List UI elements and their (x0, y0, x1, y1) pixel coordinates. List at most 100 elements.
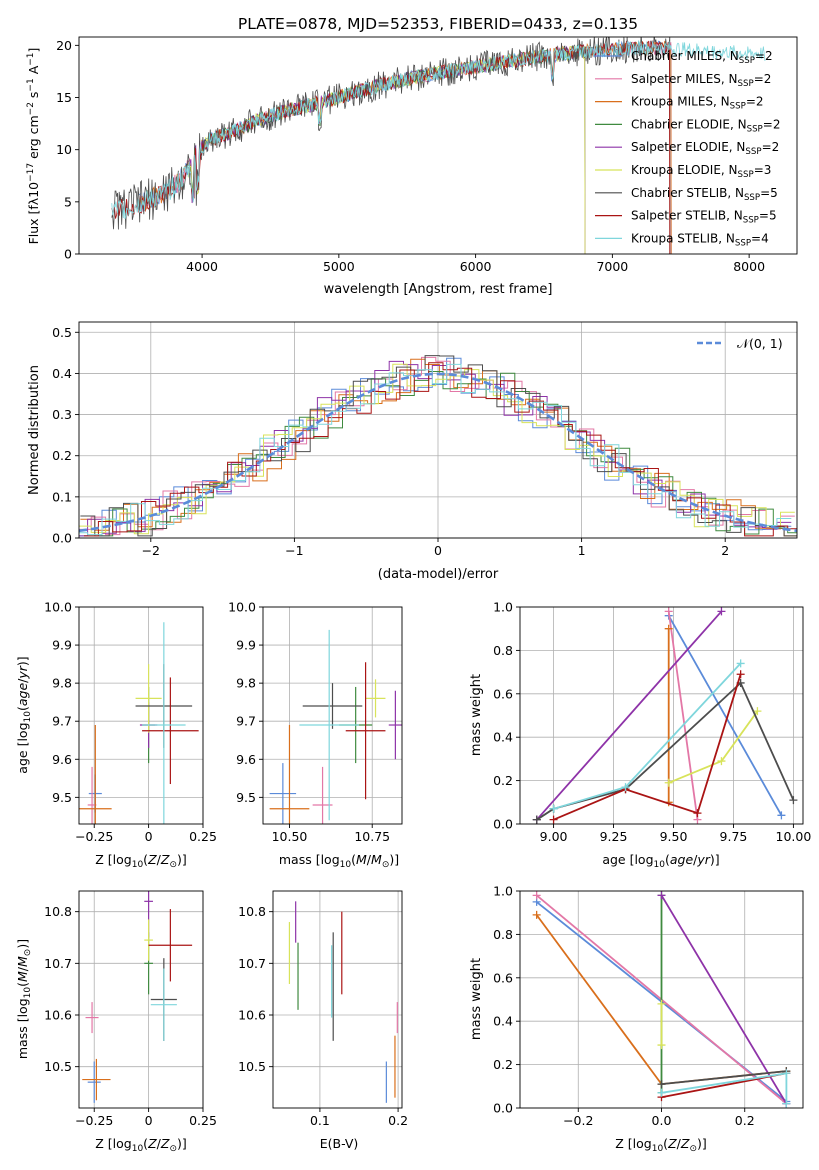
y-axis-label-part: Flux [f (26, 205, 41, 245)
x-axis-label-part: 10 (654, 860, 666, 870)
tick-label-y: 10.5 (44, 1059, 72, 1074)
tick-label-x: 8000 (733, 259, 765, 274)
x-axis-label-part: 10 (340, 860, 352, 870)
legend-label-chabrier-elodie-part: =2 (763, 117, 781, 131)
x-axis-label-part: M (371, 852, 382, 867)
y-axis-label: Normed distribution (27, 365, 42, 495)
panel-spectrum: 4000 5000 6000 7000 8000 0 5 10 15 20 Chabrier MIL… (26, 36, 798, 297)
axes-frame (78, 606, 204, 825)
x-axis-label-part: )] (177, 1136, 187, 1151)
tick-label-x: 7000 (596, 259, 628, 274)
tick-label-y: 0.8 (493, 643, 513, 658)
x-axis-label-part: / (157, 852, 162, 867)
point-kroupa-elodie (144, 919, 153, 961)
marker-kroupa-stelib (621, 783, 630, 792)
tick-label-y: 9.5 (236, 790, 256, 805)
marker-kroupa-elodie (657, 999, 666, 1008)
tick-label-y: 0.4 (52, 366, 72, 381)
x-axis-label: Z [log10(Z/Z⊙)] (95, 852, 187, 870)
tick-label-y: 9.5 (52, 790, 72, 805)
legend-label-kroupa-miles-part: SSP (730, 102, 746, 112)
x-axis-label-part: ( (143, 852, 148, 867)
point-chabrier-miles (87, 1061, 101, 1103)
legend-label-kroupa-miles-part: =2 (746, 95, 764, 109)
x-axis-label: mass [log10(M/M⊙)] (279, 852, 399, 870)
point-kroupa-stelib (150, 968, 177, 1041)
legend-label-chabrier-stelib-part: Chabrier STELIB, N (631, 186, 744, 200)
point-salpeter-stelib (345, 662, 386, 800)
legend-label-kroupa-stelib-part: Kroupa STELIB, N (631, 231, 735, 245)
point-salpeter-stelib (148, 909, 193, 982)
x-axis-label-part: Z [log (615, 1136, 651, 1151)
tick-label-y: 0.0 (52, 531, 72, 546)
y-axis-label-part: erg cm (26, 115, 41, 163)
series-line-chabrier-stelib (661, 1070, 787, 1085)
tick-label-y: 0.3 (52, 407, 72, 422)
y-axis-label: age [log10(age/yr)] (15, 656, 33, 773)
y-axis-label-part: −1 (26, 52, 36, 65)
y-axis-label-part: ] (26, 48, 41, 53)
marker-kroupa-elodie (664, 778, 673, 787)
marker-salpeter-miles (664, 607, 673, 616)
tick-label-y: 0.1 (52, 489, 72, 504)
tick-label-y: 5 (64, 194, 72, 209)
y-axis-label: Flux [fλ10−17 erg cm−2 s−1 A−1] (26, 48, 41, 245)
x-axis-label-part: )] (697, 1136, 707, 1151)
legend-label-chabrier-miles-part: =2 (755, 49, 773, 63)
legend-label-chabrier-stelib-part: SSP (744, 193, 760, 203)
x-axis-label-part: ⊙ (689, 1144, 697, 1154)
tick-label-x: −0.25 (75, 1113, 113, 1128)
x-axis-label-part: age (670, 852, 694, 867)
legend-label-kroupa-stelib-part: SSP (735, 238, 751, 248)
y-axis-label-part: A (26, 65, 41, 78)
tick-label-x: 9.75 (720, 829, 748, 844)
y-axis-label-part: M (15, 956, 30, 967)
panel-residuals: −2 −1 0 1 2 0.0 0.1 0.2 0.3 0.4 0.5 𝒩(0, 1) (data-mo… (27, 321, 798, 582)
x-axis-label: E(B-V) (320, 1136, 359, 1151)
tick-label-y: 10.8 (238, 904, 266, 919)
y-axis-label-part: / (15, 966, 30, 971)
tick-label-x: −0.2 (563, 1113, 593, 1128)
tick-label-x: 0 (145, 1113, 153, 1128)
point-kroupa-elodie (365, 679, 386, 718)
x-axis-label: Z [log10(Z/Z⊙)] (95, 1136, 187, 1154)
marker-chabrier-stelib (532, 815, 541, 824)
y-axis-label-part: 10 (26, 182, 41, 198)
legend-label-chabrier-miles-part: SSP (739, 56, 755, 66)
legend-label-kroupa-stelib: Kroupa STELIB, NSSP=4 (631, 231, 769, 248)
marker-kroupa-elodie (717, 757, 726, 766)
y-axis-label-part: age [log (15, 722, 30, 773)
tick-label-x: 9.25 (600, 829, 628, 844)
legend-label-salpeter-miles-part: SSP (738, 79, 754, 89)
tick-label-x: 4000 (186, 259, 218, 274)
tick-label-y: 9.9 (52, 638, 72, 653)
axes-frame (262, 606, 403, 825)
point-kroupa-stelib (142, 622, 186, 824)
normal-curve (79, 372, 797, 533)
series-line-salpeter-elodie (536, 610, 723, 821)
marker-salpeter-stelib (736, 670, 745, 679)
marker-salpeter-elodie (657, 891, 666, 900)
tick-label-y: 9.8 (52, 676, 72, 691)
series-line-salpeter-stelib (553, 674, 742, 821)
x-axis-label-part: Z (160, 852, 170, 867)
x-axis-label-part: ⊙ (169, 860, 177, 870)
x-axis-label: Z [log10(Z/Z⊙)] (615, 1136, 707, 1154)
x-axis-label-part: age [log (602, 852, 653, 867)
tick-label-y: 10.8 (44, 904, 72, 919)
tick-label-x: 10.50 (272, 829, 308, 844)
x-axis-label-part: / (677, 1136, 682, 1151)
y-axis-label-part: −2 (26, 102, 36, 115)
tick-label-y: 10.6 (238, 1008, 266, 1023)
y-axis-label-part: ⊙ (23, 949, 33, 957)
tick-label-x: 0 (145, 829, 153, 844)
marker-kroupa-stelib (782, 1069, 791, 1078)
tick-label-x: 9.00 (540, 829, 568, 844)
tick-label-y: 9.7 (236, 714, 256, 729)
plot-area (79, 355, 797, 537)
plot-area (532, 607, 798, 824)
point-kroupa-stelib (299, 629, 359, 821)
x-axis-label-part: / (367, 852, 372, 867)
